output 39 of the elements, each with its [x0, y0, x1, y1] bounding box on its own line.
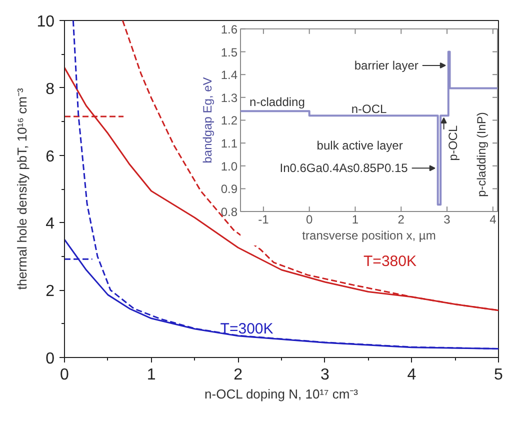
x-tick-label: 1 — [146, 366, 156, 384]
x-tick-label: 1 — [352, 212, 359, 227]
x-tick-label: 4 — [407, 366, 416, 384]
y-tick-label: 0.9 — [220, 182, 238, 196]
x-tick-label: 3 — [320, 366, 330, 384]
annotation: n-cladding — [250, 94, 305, 109]
annotation: p-OCL — [446, 125, 460, 161]
x-tick-label: 4 — [490, 212, 497, 227]
y-tick-label: 6 — [46, 148, 55, 166]
y-tick-label: 1.2 — [220, 114, 238, 128]
y-tick-label: 0 — [46, 350, 55, 368]
y-tick-label: 1.3 — [220, 90, 238, 105]
annotation: p-cladding (InP) — [474, 112, 488, 197]
y-axis-title: thermal hole density pbT, 10¹⁶ cm⁻³ — [14, 88, 30, 290]
series-label: T=380K — [364, 252, 416, 270]
y-tick-label: 10 — [36, 14, 55, 30]
y-tick-label: 0.8 — [220, 205, 238, 220]
x-axis-title: transverse position x, µm — [302, 228, 436, 243]
annotation: In0.6Ga0.4As0.85P0.15 — [280, 161, 408, 176]
x-tick-label: 0 — [60, 366, 70, 384]
y-axis-title: bandgap Eg, eV — [200, 77, 214, 164]
series-label: T=300K — [220, 320, 274, 338]
x-tick-label: 3 — [444, 212, 451, 227]
y-tick-label: 8 — [46, 80, 55, 98]
line-series — [240, 50, 498, 206]
x-tick-label: 5 — [494, 366, 504, 384]
y-tick-label: 2 — [46, 283, 55, 300]
y-tick-label: 1.5 — [220, 45, 238, 60]
annotation: bulk active layer — [316, 138, 403, 152]
x-tick-label: 2 — [398, 212, 405, 227]
y-tick-label: 1.6 — [220, 22, 238, 36]
y-tick-label: 1.0 — [220, 159, 238, 174]
y-tick-label: 1.4 — [220, 68, 238, 82]
annotation: barrier layer — [354, 58, 418, 72]
x-tick-label: -1 — [258, 212, 270, 227]
y-tick-label: 1.1 — [220, 136, 238, 151]
annotation: n-OCL — [351, 102, 387, 116]
x-tick-label: 0 — [306, 212, 313, 227]
x-axis-title: n-OCL doping N, 10¹⁷ cm⁻³ — [204, 386, 359, 402]
